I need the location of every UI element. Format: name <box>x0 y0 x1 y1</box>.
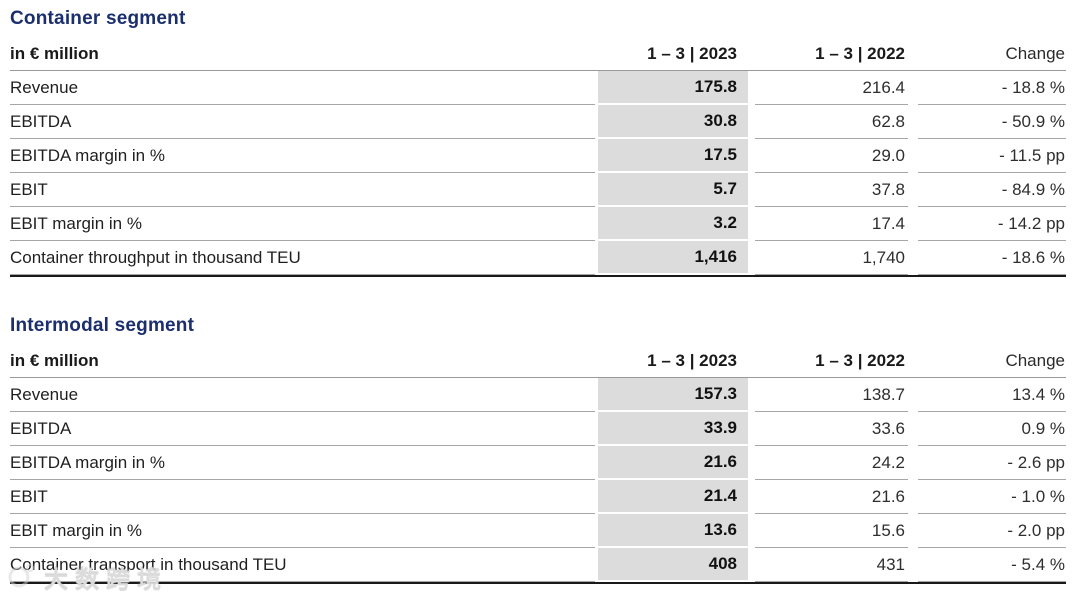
table-body: Revenue 175.8 216.4 - 18.8 % EBITDA 30.8… <box>10 71 1066 277</box>
table-row: EBIT margin in % 3.2 17.4 - 14.2 pp <box>10 207 1066 241</box>
value-2022: 17.4 <box>755 207 908 241</box>
row-label: EBIT <box>10 173 595 207</box>
value-2022: 62.8 <box>755 105 908 139</box>
table-row: EBIT 21.4 21.6 - 1.0 % <box>10 480 1066 514</box>
table-row: EBITDA 33.9 33.6 0.9 % <box>10 412 1066 446</box>
segment-title: Container segment <box>10 8 186 29</box>
column-header-change: Change <box>1005 44 1065 63</box>
value-2023: 3.2 <box>598 207 748 241</box>
value-change: 13.4 % <box>918 378 1066 412</box>
value-2022: 33.6 <box>755 412 908 446</box>
value-2022: 216.4 <box>755 71 908 105</box>
value-2022: 21.6 <box>755 480 908 514</box>
value-2023: 5.7 <box>598 173 748 207</box>
value-change: - 18.8 % <box>918 71 1066 105</box>
value-change: - 2.6 pp <box>918 446 1066 480</box>
table-row: EBITDA margin in % 17.5 29.0 - 11.5 pp <box>10 139 1066 173</box>
value-change: 0.9 % <box>918 412 1066 446</box>
value-change: - 50.9 % <box>918 105 1066 139</box>
value-2022: 138.7 <box>755 378 908 412</box>
row-label: EBITDA margin in % <box>10 139 595 173</box>
row-label: Revenue <box>10 71 595 105</box>
value-2023: 408 <box>598 548 748 582</box>
table-row: Revenue 157.3 138.7 13.4 % <box>10 378 1066 412</box>
report-page: Container segment in € million 1 – 3 | 2… <box>10 0 1066 584</box>
column-header-2022: 1 – 3 | 2022 <box>815 44 905 63</box>
value-2023: 21.4 <box>598 480 748 514</box>
row-label: EBITDA <box>10 105 595 139</box>
container-segment-table: Container segment in € million 1 – 3 | 2… <box>10 0 1066 277</box>
table-header-row: in € million 1 – 3 | 2023 1 – 3 | 2022 C… <box>10 337 1066 378</box>
value-change: - 1.0 % <box>918 480 1066 514</box>
row-label: EBIT margin in % <box>10 514 595 548</box>
table-row: EBIT margin in % 13.6 15.6 - 2.0 pp <box>10 514 1066 548</box>
unit-header: in € million <box>10 351 99 370</box>
row-label: Container transport in thousand TEU <box>10 548 595 582</box>
value-2023: 30.8 <box>598 105 748 139</box>
value-2023: 21.6 <box>598 446 748 480</box>
value-2023: 175.8 <box>598 71 748 105</box>
table-row: EBITDA 30.8 62.8 - 50.9 % <box>10 105 1066 139</box>
column-header-2023: 1 – 3 | 2023 <box>647 351 737 370</box>
row-label: EBIT margin in % <box>10 207 595 241</box>
value-2023: 33.9 <box>598 412 748 446</box>
row-label: EBITDA margin in % <box>10 446 595 480</box>
table-row: Revenue 175.8 216.4 - 18.8 % <box>10 71 1066 105</box>
value-2023: 157.3 <box>598 378 748 412</box>
value-change: - 84.9 % <box>918 173 1066 207</box>
table-body: Revenue 157.3 138.7 13.4 % EBITDA 33.9 3… <box>10 378 1066 584</box>
table-header-row: in € million 1 – 3 | 2023 1 – 3 | 2022 C… <box>10 30 1066 71</box>
value-change: - 5.4 % <box>918 548 1066 582</box>
intermodal-segment-table: Intermodal segment in € million 1 – 3 | … <box>10 307 1066 584</box>
value-change: - 11.5 pp <box>918 139 1066 173</box>
column-header-change: Change <box>1005 351 1065 370</box>
value-change: - 14.2 pp <box>918 207 1066 241</box>
segment-title: Intermodal segment <box>10 315 195 336</box>
value-2022: 37.8 <box>755 173 908 207</box>
row-label: Container throughput in thousand TEU <box>10 241 595 275</box>
value-2023: 1,416 <box>598 241 748 275</box>
value-change: - 18.6 % <box>918 241 1066 275</box>
value-2022: 24.2 <box>755 446 908 480</box>
value-2023: 17.5 <box>598 139 748 173</box>
table-row: EBITDA margin in % 21.6 24.2 - 2.6 pp <box>10 446 1066 480</box>
table-row: EBIT 5.7 37.8 - 84.9 % <box>10 173 1066 207</box>
value-change: - 2.0 pp <box>918 514 1066 548</box>
value-2022: 1,740 <box>755 241 908 275</box>
column-header-2022: 1 – 3 | 2022 <box>815 351 905 370</box>
value-2022: 431 <box>755 548 908 582</box>
value-2022: 15.6 <box>755 514 908 548</box>
row-label: EBITDA <box>10 412 595 446</box>
table-row: Container transport in thousand TEU 408 … <box>10 548 1066 582</box>
table-row: Container throughput in thousand TEU 1,4… <box>10 241 1066 275</box>
row-label: EBIT <box>10 480 595 514</box>
value-2023: 13.6 <box>598 514 748 548</box>
value-2022: 29.0 <box>755 139 908 173</box>
column-header-2023: 1 – 3 | 2023 <box>647 44 737 63</box>
row-label: Revenue <box>10 378 595 412</box>
unit-header: in € million <box>10 44 99 63</box>
